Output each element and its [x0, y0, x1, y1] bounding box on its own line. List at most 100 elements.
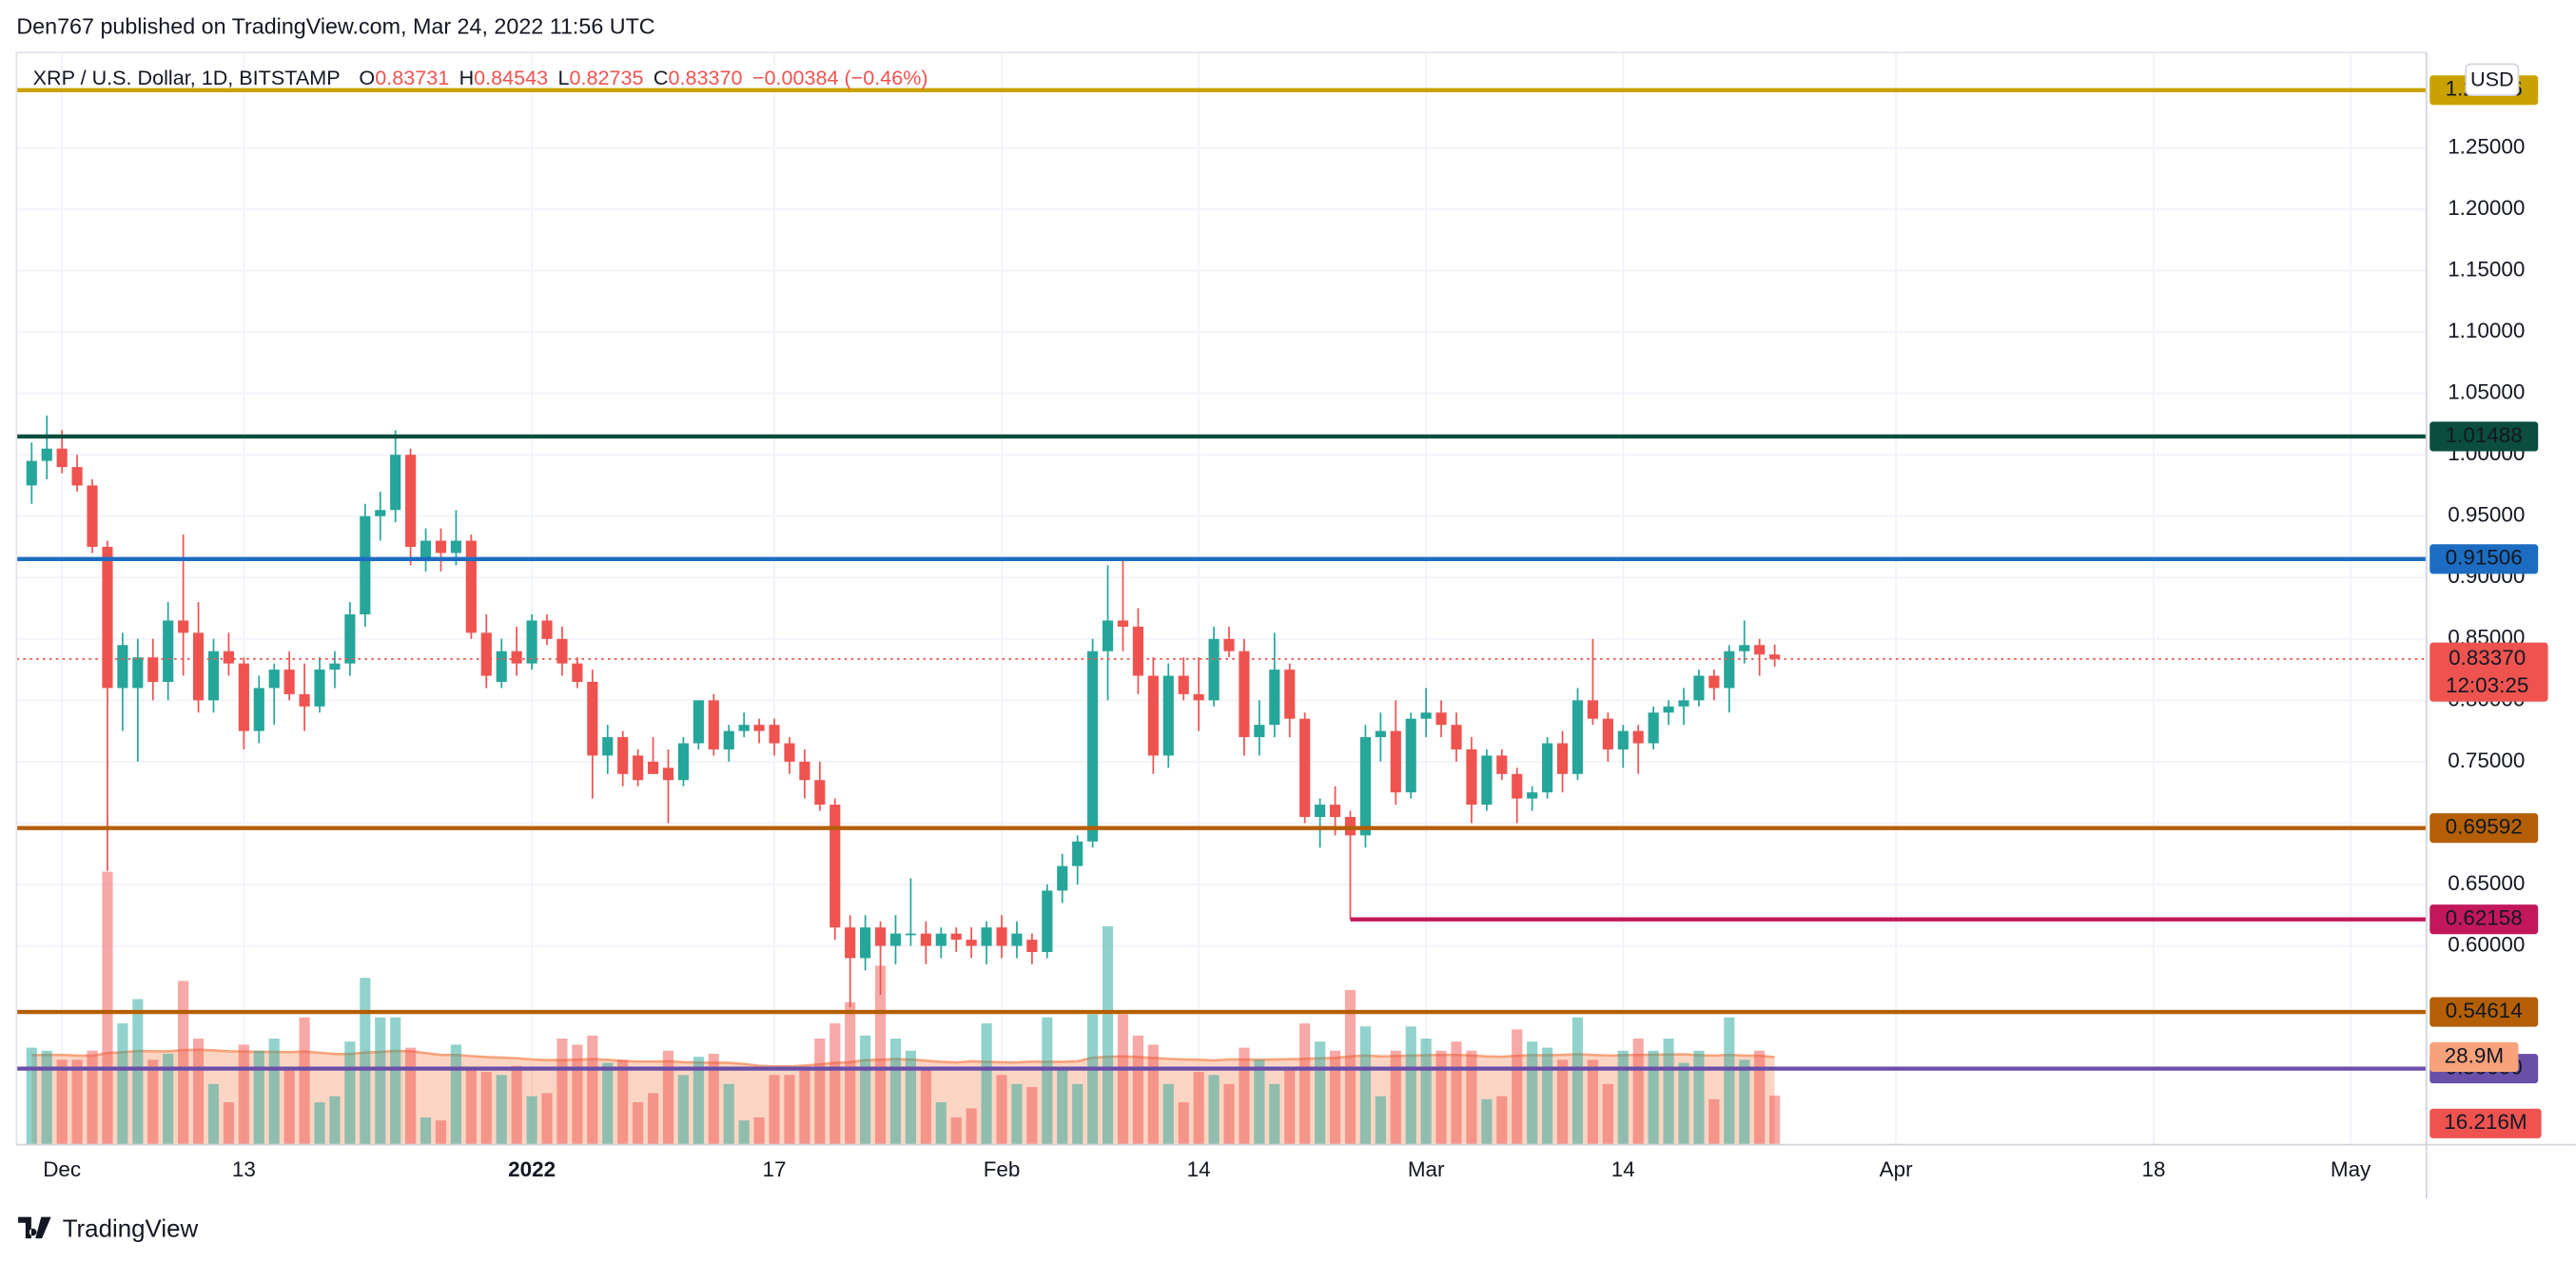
ohlc-key: C — [654, 66, 669, 89]
logo-text[interactable]: TradingView — [63, 1215, 199, 1242]
last-price-badge — [2430, 642, 2548, 702]
volume-bar — [1193, 1072, 1204, 1145]
volume-bar — [450, 1044, 462, 1145]
candle-body — [1284, 670, 1296, 719]
candle-body — [1648, 712, 1659, 744]
volume-bar — [375, 1017, 386, 1145]
candle-body — [1072, 841, 1083, 866]
candle-body — [1254, 725, 1265, 738]
volume-bar — [1011, 1083, 1023, 1145]
volume-bar — [738, 1120, 750, 1145]
candle-body — [677, 743, 690, 781]
volume-bar — [1542, 1047, 1553, 1145]
candle-body — [420, 540, 432, 559]
candle-body — [1724, 651, 1735, 689]
volume-bar — [708, 1053, 719, 1145]
volume-bar — [71, 1059, 83, 1145]
volume-bar — [602, 1062, 614, 1145]
candle-body — [26, 460, 37, 486]
candle-body — [1193, 693, 1204, 701]
volume-bar — [874, 965, 887, 1145]
candle-body — [511, 651, 522, 664]
volume-bar — [920, 1068, 931, 1145]
candle-body — [178, 620, 189, 633]
currency-button[interactable]: USD — [2465, 63, 2520, 97]
volume-bar — [163, 1053, 174, 1145]
x-tick-label: 14 — [1611, 1157, 1635, 1181]
volume-bar — [1117, 1014, 1129, 1145]
plot-area — [16, 87, 2427, 1145]
level-badge — [2430, 904, 2539, 935]
candle-body — [1239, 651, 1250, 738]
candle-body — [41, 448, 52, 461]
volume-bar — [753, 1117, 765, 1145]
ohlc-value: 0.82735 — [570, 66, 644, 89]
volume-ma-label: 28.9M — [2445, 1043, 2504, 1067]
candle-body — [935, 933, 946, 946]
symbol-legend: XRP / U.S. Dollar, 1D, BITSTAMP O0.83731… — [33, 66, 928, 89]
volume-bar — [147, 1059, 159, 1145]
volume-bar — [1284, 1068, 1296, 1145]
x-tick-label: Mar — [1408, 1157, 1445, 1181]
volume-bar — [496, 1075, 507, 1145]
volume-bar — [360, 978, 371, 1145]
y-tick-label: 1.20000 — [2448, 196, 2525, 220]
candle-body — [769, 725, 780, 744]
volume-bar — [1451, 1041, 1462, 1145]
volume-bar — [647, 1093, 659, 1145]
candle-body — [1390, 730, 1401, 793]
candle-body — [87, 485, 98, 547]
candle-body — [1269, 670, 1280, 726]
candle-body — [1011, 933, 1023, 946]
candle-body — [738, 725, 750, 731]
candle-body — [329, 663, 341, 670]
candle-body — [874, 927, 887, 946]
currency-box[interactable] — [2465, 63, 2520, 97]
volume-bar — [1208, 1075, 1220, 1145]
candle-body — [1693, 675, 1705, 701]
y-tick-label: 0.75000 — [2448, 748, 2525, 772]
volume-bar — [572, 1044, 583, 1145]
candle-body — [633, 755, 644, 781]
candle-body — [192, 632, 205, 701]
candle-body — [465, 540, 477, 633]
candle-body — [450, 540, 462, 554]
candle-body — [238, 663, 249, 731]
candle-body — [1587, 700, 1599, 719]
candle-body — [1632, 730, 1644, 744]
volume-bar — [1026, 1087, 1038, 1145]
y-tick-label: 0.60000 — [2448, 932, 2525, 956]
y-tick-label: 1.15000 — [2448, 257, 2525, 281]
currency-label[interactable]: USD — [2470, 67, 2514, 90]
volume-bar — [207, 1083, 220, 1145]
candle-body — [556, 638, 568, 664]
candle-body — [1147, 675, 1159, 756]
volume-bar — [1466, 1050, 1477, 1145]
candle-body — [102, 546, 113, 689]
candle-body — [541, 620, 553, 639]
candle-body — [1375, 730, 1386, 738]
publish-header: Den767 published on TradingView.com, Mar… — [16, 14, 654, 39]
volume-bar — [723, 1083, 734, 1145]
ohlc-key: L — [558, 66, 570, 89]
x-tick-label: Feb — [984, 1157, 1021, 1181]
volume-bar — [829, 1023, 841, 1145]
candle-body — [1026, 940, 1038, 952]
candle-body — [1208, 638, 1220, 701]
candle-body — [1132, 626, 1144, 676]
volume-bar — [905, 1050, 917, 1145]
logo-icon[interactable] — [18, 1216, 51, 1239]
x-tick-label: 2022 — [508, 1157, 556, 1181]
candle-body — [1042, 890, 1053, 952]
footer-logo[interactable]: TradingView — [18, 1215, 198, 1242]
volume-bar — [784, 1075, 795, 1145]
volume-bar — [769, 1075, 780, 1145]
candle-body — [1481, 755, 1493, 806]
volume-bar — [1602, 1083, 1613, 1145]
candle-body — [1087, 651, 1099, 842]
candle-body — [889, 933, 902, 946]
volume-bar — [1178, 1102, 1189, 1145]
symbol-title: XRP / U.S. Dollar, 1D, BITSTAMP — [33, 66, 341, 89]
volume-bar — [1132, 1035, 1144, 1145]
